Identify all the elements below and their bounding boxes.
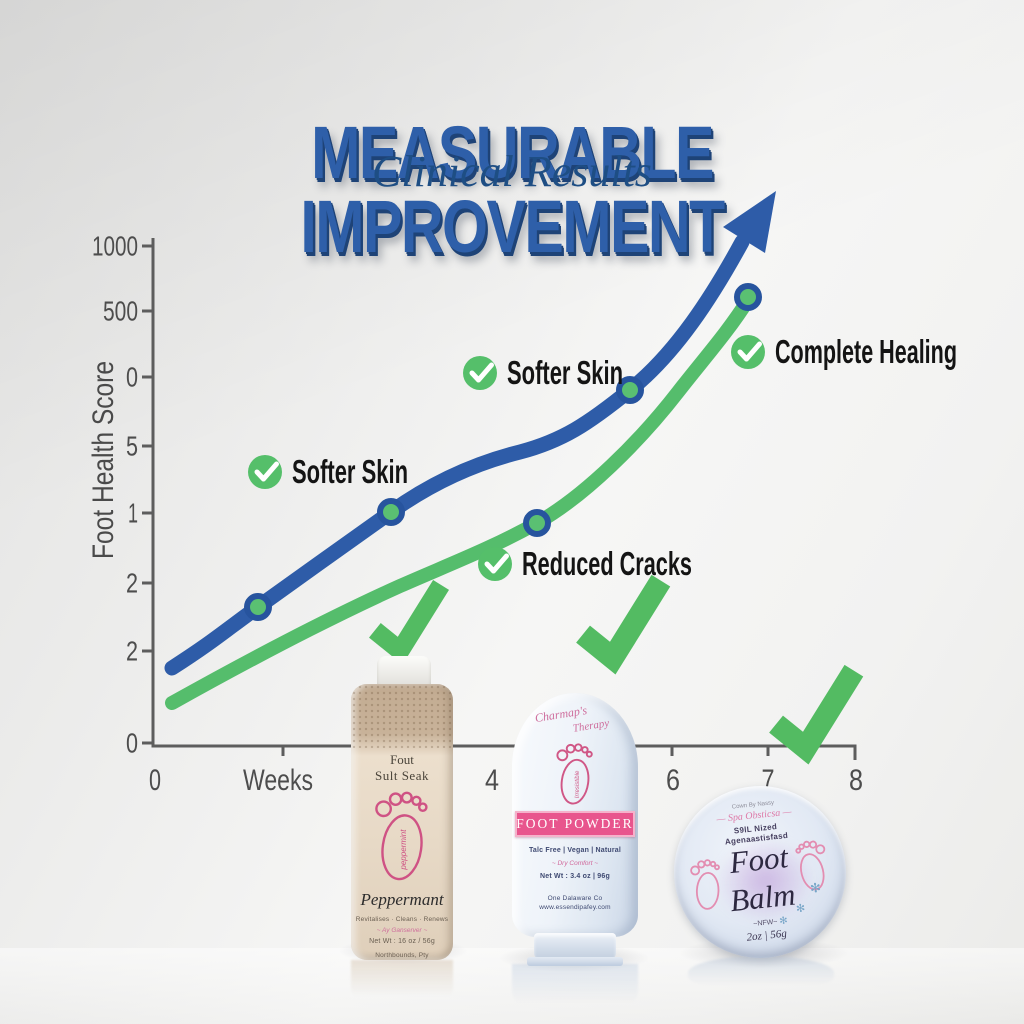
check-glyph [254,461,279,482]
check-glyph [469,362,494,383]
floor-highlight [0,948,1024,1024]
annotation-label: Reduced Cracks [522,545,692,582]
product-name: FOOT POWDER [516,816,634,831]
bottle-body: Fout Sult Seak peppermint Peppermant Rev… [351,684,453,960]
data-point [734,283,762,311]
check-circle-icon [463,356,497,390]
snowflake-icon: ✻ [795,902,806,916]
foot-vertical-text: peppermint [399,829,408,871]
check-circle-icon [731,335,765,369]
annotation-label: Complete Healing [775,333,957,370]
script-divider: ~ Dry Comfort ~ [551,860,599,867]
feature-line: Revitalises · Cleans · Renews [355,916,449,923]
script-divider: ~ Ay Ganserver ~ [376,927,428,934]
y-axis-title: Foot Health Score [87,361,120,559]
big-check-icon [576,574,671,675]
data-point [523,509,551,537]
x-tick-label: 0 [149,764,161,797]
variant-name: Peppermant [360,890,444,909]
annotation-softer-skin-2: Softer Skin [463,354,623,391]
y-tick-label: 2 [126,636,138,667]
y-tick-label: 500 [103,296,138,327]
arrowhead-icon [723,191,776,253]
foot-vertical-text: Irresistible [575,770,581,798]
product-foot-balm: Cown By Nassy — Spa Obsticsa — S9lL Nize… [668,780,852,964]
annotation-reduced-cracks: Reduced Cracks [478,545,692,582]
reflection [351,960,453,1002]
x-tick-label: 8 [849,764,863,797]
product-name-banner: FOOT POWDER [515,811,635,837]
y-tick-label: 1000 [92,231,138,262]
page-title: MEASURABLE IMPROVEMENT [300,110,725,268]
green-series-line [165,293,755,710]
annotation-label: Softer Skin [292,453,408,490]
foot-outline-icon: Irresistible [556,743,593,805]
product-foot-salt-soak: Fout Sult Seak peppermint Peppermant Rev… [351,656,453,960]
foot-outline-icon [795,840,826,891]
y-tick-label: 0 [126,728,138,759]
website-line: www.essendipafey.com [539,904,611,911]
net-weight: Net Wt : 16 oz / 56g [369,938,435,945]
bottle-cap-lip [527,957,623,966]
net-weight: Net Wt : 3.4 oz | 96g [540,873,610,880]
subtitle: Clinical Results [372,147,652,196]
check-circle-icon [248,455,282,489]
x-tick-label: Weeks [243,764,313,797]
y-tick-label: 1 [128,498,138,529]
annotation-label: Softer Skin [507,354,623,391]
reflection [688,956,834,990]
big-check-icon [769,664,864,765]
data-point [244,593,272,621]
product-title-line: Fout [390,752,414,767]
maker-line: Northbounds, Pty [375,952,429,959]
data-point [616,376,644,404]
bottle-body: Charmap's Therapy Irresistible FOOT POWD… [512,693,638,937]
product-title-line: Sult Seak [375,768,429,783]
annotation-softer-skin-1: Softer Skin [248,453,408,490]
y-axis-ticks [142,244,153,745]
big-check-icon [369,579,450,665]
foot-outline-icon [690,859,720,910]
reflection [512,964,638,1010]
salt-texture [351,684,453,748]
maker-line: One Dalaware Co [547,895,603,902]
axis-lines [151,238,857,760]
check-glyph [737,341,762,362]
y-tick-label: 5 [126,431,138,462]
tin-label: Cown By Nassy — Spa Obsticsa — S9lL Nize… [668,780,852,964]
x-tick-label: 6 [666,764,680,797]
snowflake-icon: ✻ [809,879,822,896]
data-point [377,498,405,526]
product-foot-powder: Charmap's Therapy Irresistible FOOT POWD… [512,693,638,966]
feature-line: Talc Free | Vegan | Natural [528,847,622,854]
annotation-complete-healing: Complete Healing [731,333,957,370]
y-tick-label: 0 [126,362,138,393]
foot-outline-icon: peppermint [375,791,428,881]
bottle-cap [534,933,616,959]
check-circle-icon [478,547,512,581]
y-tick-label: 2 [126,568,138,599]
x-tick-label: 4 [485,764,499,797]
check-glyph [484,553,509,574]
snowflake-icon: ✻ [778,915,789,928]
